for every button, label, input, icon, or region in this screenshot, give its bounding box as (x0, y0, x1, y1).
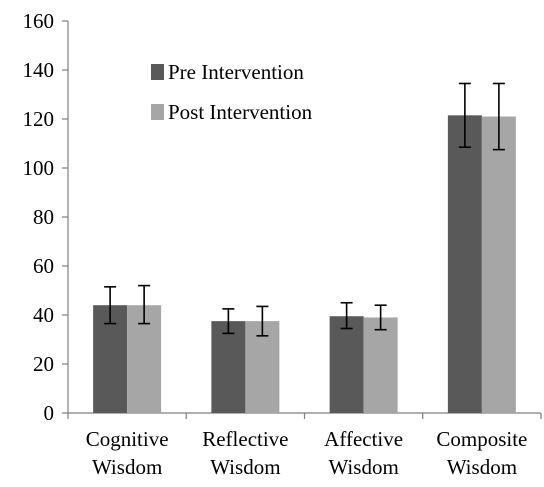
bar-pre-1 (211, 321, 246, 413)
bars (93, 115, 516, 414)
legend-swatch (151, 64, 164, 80)
legend-swatch (151, 104, 164, 120)
bar-pre-3 (447, 115, 482, 413)
legend-label: Post Intervention (168, 100, 313, 124)
y-tick-label: 80 (33, 205, 54, 229)
bar-pre-2 (329, 316, 364, 413)
error-bars (104, 82, 505, 337)
y-tick-label: 20 (33, 352, 54, 376)
bar-post-2 (363, 317, 398, 413)
y-axis: 0 20 40 60 80 100 120 140 160 (23, 9, 69, 425)
x-axis: Cognitive Wisdom Reflective Wisdom Affective… (67, 412, 542, 479)
y-tick-label: 140 (23, 58, 55, 82)
y-tick-label: 60 (33, 254, 54, 278)
legend: Pre Intervention Post Intervention (151, 60, 313, 124)
x-tick-label: Composite Wisdom (436, 427, 527, 479)
y-tick-label: 160 (23, 9, 55, 33)
y-tick-label: 0 (44, 401, 55, 425)
legend-label: Pre Intervention (168, 60, 304, 84)
y-tick-label: 40 (33, 303, 54, 327)
x-tick-label: Reflective Wisdom (202, 427, 288, 479)
x-tick-label: Affective Wisdom (324, 427, 403, 479)
x-tick-label: Cognitive Wisdom (86, 427, 169, 479)
y-tick-label: 100 (23, 156, 55, 180)
y-tick-label: 120 (23, 107, 55, 131)
bar-post-3 (481, 116, 516, 414)
